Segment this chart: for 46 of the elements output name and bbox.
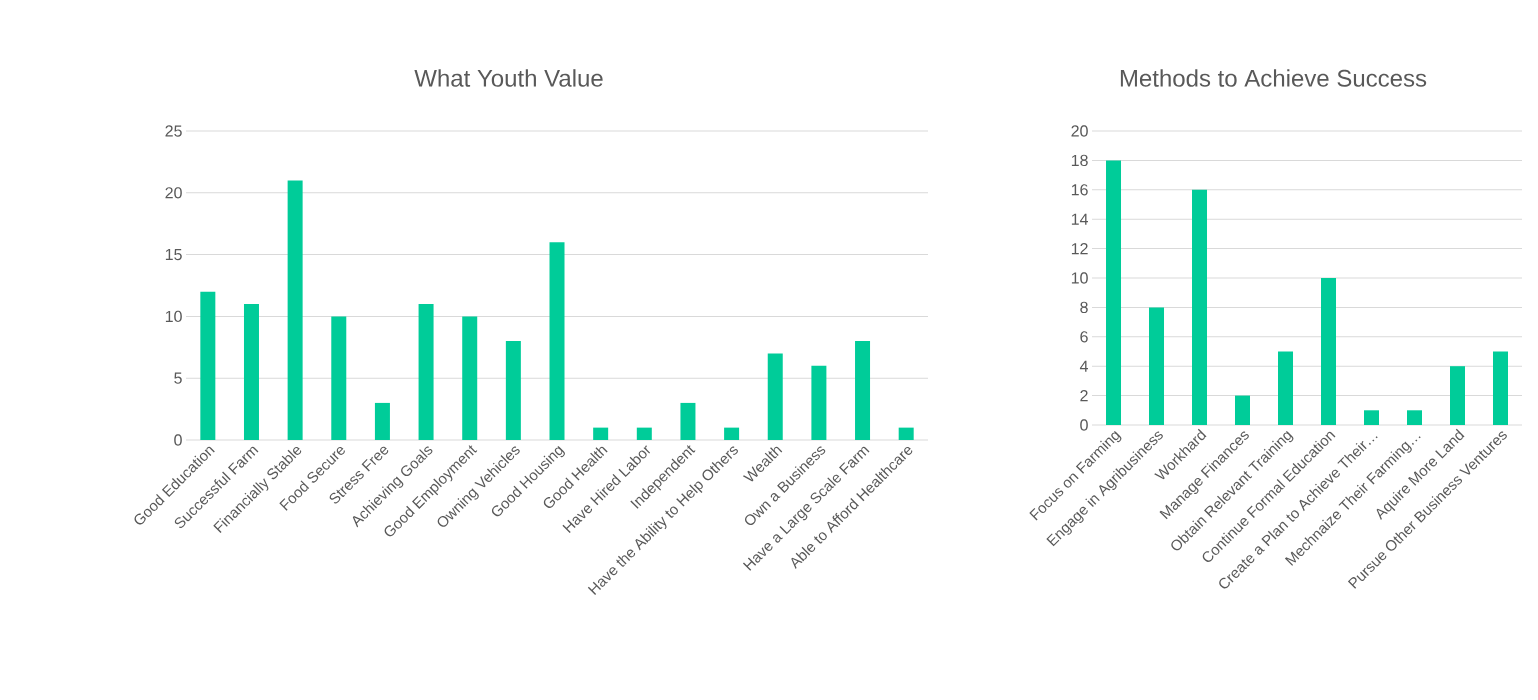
y-tick-label: 8 xyxy=(1080,301,1088,314)
bar xyxy=(636,427,652,440)
y-tick-label: 0 xyxy=(174,434,182,446)
bar xyxy=(1149,307,1165,425)
bar xyxy=(1407,410,1422,425)
y-tick-label: 25 xyxy=(165,125,182,137)
bar xyxy=(811,365,827,440)
bar xyxy=(418,304,434,440)
bar xyxy=(1106,160,1122,425)
y-tick-label: 12 xyxy=(1071,243,1088,255)
bar xyxy=(767,353,783,440)
y-tick-label: 0 xyxy=(1080,419,1088,431)
y-tick-label: 6 xyxy=(1080,331,1088,343)
y-tick-label: 20 xyxy=(165,187,182,199)
y-tick-label: 2 xyxy=(1080,390,1088,402)
y-tick-label: 14 xyxy=(1071,213,1088,225)
chart-title: What Youth Value xyxy=(414,69,603,87)
y-tick-label: 5 xyxy=(174,372,182,384)
bar xyxy=(1321,277,1337,425)
bar xyxy=(243,304,259,440)
y-tick-label: 4 xyxy=(1079,360,1088,372)
bar xyxy=(1235,395,1251,425)
bar xyxy=(1493,351,1508,425)
bar xyxy=(724,427,740,440)
bar xyxy=(200,291,216,440)
y-tick-label: 15 xyxy=(165,249,182,261)
bar xyxy=(505,341,521,440)
bar xyxy=(287,180,303,440)
y-tick-label: 10 xyxy=(1071,272,1088,284)
bar xyxy=(331,316,347,440)
bar xyxy=(1450,366,1465,425)
bar xyxy=(1364,410,1379,425)
y-tick-label: 16 xyxy=(1071,184,1088,196)
bar xyxy=(549,242,565,440)
bar xyxy=(1278,351,1294,425)
bar xyxy=(680,402,696,440)
bar xyxy=(898,427,914,440)
y-tick-label: 10 xyxy=(165,310,182,323)
chart-title: Methods to Achieve Success xyxy=(1120,69,1427,87)
y-tick-label: 20 xyxy=(1071,125,1088,137)
bar xyxy=(374,402,390,440)
bar xyxy=(462,316,478,440)
bar xyxy=(593,427,609,440)
bar xyxy=(1192,189,1208,425)
bar xyxy=(855,341,871,440)
y-tick-label: 18 xyxy=(1071,154,1088,167)
